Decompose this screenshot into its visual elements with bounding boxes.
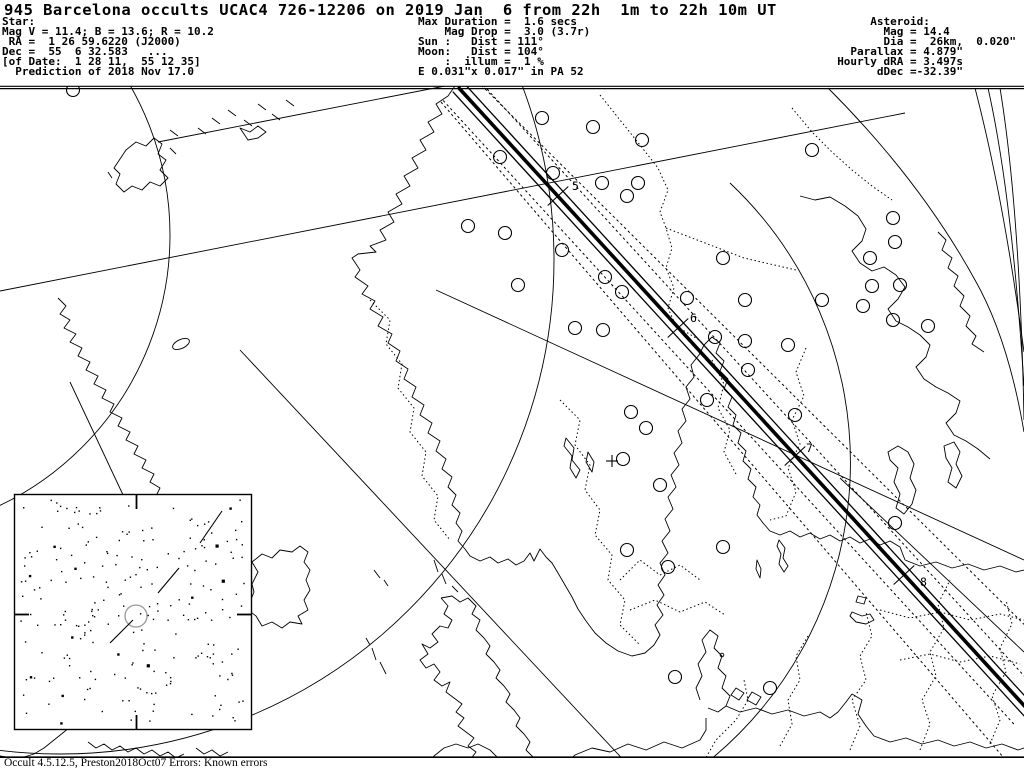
error-limit-north — [483, 86, 1024, 677]
path-edge-south — [452, 91, 1024, 717]
site-circle — [597, 269, 613, 285]
site-circle — [780, 337, 796, 353]
site-circle — [864, 278, 880, 294]
site-circle — [652, 477, 668, 493]
site-circle — [885, 210, 901, 226]
site-circle — [787, 407, 803, 423]
site-circle — [740, 362, 756, 378]
site-circle — [595, 322, 611, 338]
site-circle — [660, 559, 676, 575]
time-tick-marks — [547, 186, 915, 585]
time-tick-labels: 5 6 7 8 — [572, 179, 927, 589]
country-borders-dotted — [369, 94, 1024, 758]
footer-credit: Occult 4.5.12.5, Preston2018Oct07 Errors… — [0, 757, 1024, 768]
site-circle — [534, 110, 550, 126]
site-circle — [715, 250, 731, 266]
site-circle — [619, 542, 635, 558]
error-limit-south — [442, 100, 1016, 726]
inset-stroke-2 — [157, 567, 180, 594]
site-circle — [638, 420, 654, 436]
site-circle — [862, 250, 878, 266]
site-circle — [804, 142, 820, 158]
site-markers — [65, 86, 936, 696]
error-limit-outer-south — [440, 101, 1005, 758]
site-circle — [594, 175, 610, 191]
time-tick-label: 6 — [690, 311, 697, 325]
site-circle — [892, 277, 908, 293]
site-circle — [619, 188, 635, 204]
site-circle — [623, 404, 639, 420]
occultation-path — [440, 86, 1024, 758]
target-star-circle — [124, 604, 148, 628]
inset-frame — [13, 493, 253, 731]
path-edge-north — [465, 86, 1024, 697]
site-circle — [630, 175, 646, 191]
site-circle — [65, 86, 81, 98]
site-circle — [545, 165, 561, 181]
site-circle — [885, 312, 901, 328]
target-pointer-line — [109, 619, 134, 644]
star-info-block: Star: Mag V = 11.4; B = 13.6; R = 10.2 R… — [2, 15, 214, 78]
site-circle — [554, 242, 570, 258]
site-circle — [460, 218, 476, 234]
site-circle — [715, 539, 731, 555]
site-circle — [492, 149, 508, 165]
site-circle — [887, 234, 903, 250]
terminator-lines — [0, 86, 1024, 758]
event-info-block: Max Duration = 1.6 secs Mag Drop = 3.0 (… — [418, 15, 591, 78]
site-circle — [699, 392, 715, 408]
time-tick-label: 7 — [806, 441, 813, 455]
asteroid-info-block: Asteroid: Mag = 14.4 Dia = 26km, 0.020" … — [837, 15, 1016, 78]
site-circle — [667, 669, 683, 685]
site-circle — [707, 329, 723, 345]
site-circle — [497, 225, 513, 241]
site-circle — [887, 515, 903, 531]
inset-stroke-1 — [199, 510, 223, 544]
time-tick-label: 8 — [920, 575, 927, 589]
site-circle — [510, 277, 526, 293]
inset-star-field — [20, 499, 245, 725]
site-circle — [615, 451, 631, 467]
site-circle — [614, 284, 630, 300]
site-circle — [920, 318, 936, 334]
site-circle — [634, 132, 650, 148]
site-circle — [737, 292, 753, 308]
site-circle — [814, 292, 830, 308]
site-circle — [585, 119, 601, 135]
site-circle — [855, 298, 871, 314]
observer-plus-marker — [606, 455, 618, 467]
path-centerline — [456, 86, 1024, 709]
page-title: 945 Barcelona occults UCAC4 726-12206 on… — [4, 1, 777, 19]
finder-chart-inset — [13, 493, 253, 731]
site-circle — [567, 320, 583, 336]
site-circle — [737, 333, 753, 349]
error-limit-outer-north — [481, 86, 1024, 625]
site-circle — [679, 290, 695, 306]
time-tick-label: 5 — [572, 179, 579, 193]
site-circle — [762, 680, 778, 696]
